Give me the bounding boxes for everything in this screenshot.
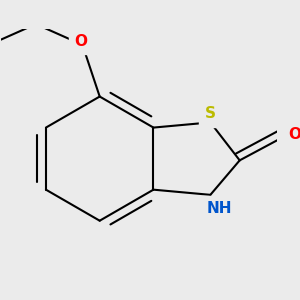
Text: S: S	[205, 106, 216, 121]
Text: O: O	[288, 127, 300, 142]
Text: O: O	[74, 34, 87, 49]
Text: NH: NH	[207, 201, 232, 216]
